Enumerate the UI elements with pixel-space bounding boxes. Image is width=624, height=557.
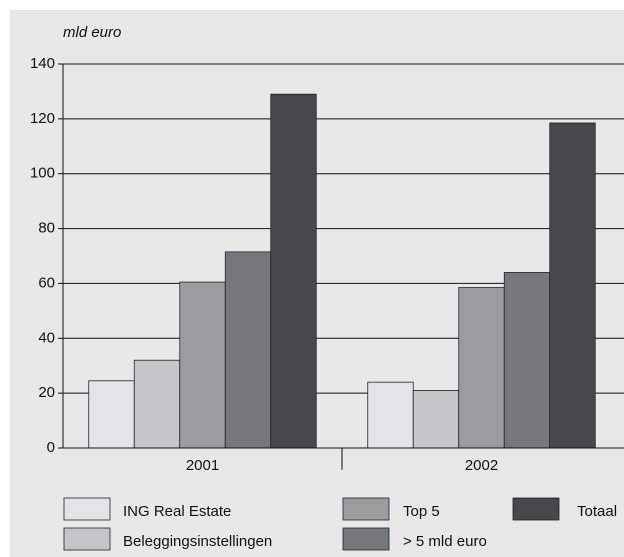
bar (367, 381, 414, 449)
legend-swatch (342, 527, 390, 551)
legend-label: Top 5 (403, 503, 440, 520)
legend-swatch (63, 497, 111, 521)
y-tick-label: 80 (38, 220, 55, 237)
legend-label: Totaal (577, 503, 617, 520)
y-tick-label: 120 (30, 110, 55, 127)
x-tick-label: 2001 (186, 457, 219, 474)
y-tick-label: 40 (38, 329, 55, 346)
legend-label: ING Real Estate (123, 503, 231, 520)
y-axis-label: mld euro (63, 24, 121, 41)
legend-swatch (342, 497, 390, 521)
y-tick-label: 140 (30, 55, 55, 72)
bar (503, 272, 551, 449)
legend-swatch (63, 527, 111, 551)
y-tick-label: 0 (47, 439, 55, 456)
bar (88, 380, 135, 449)
y-tick-label: 100 (30, 165, 55, 182)
legend-label: Beleggingsinstellingen (123, 533, 272, 550)
y-tick-label: 20 (38, 384, 55, 401)
bar (412, 389, 460, 449)
bar (549, 122, 596, 449)
bar (133, 359, 181, 449)
x-tick-label: 2002 (465, 457, 498, 474)
y-tick-label: 60 (38, 274, 55, 291)
bar (458, 287, 505, 449)
bar (179, 281, 226, 449)
bar (270, 93, 317, 449)
bar (224, 251, 272, 449)
legend-label: > 5 mld euro (403, 533, 487, 550)
legend-swatch (512, 497, 560, 521)
